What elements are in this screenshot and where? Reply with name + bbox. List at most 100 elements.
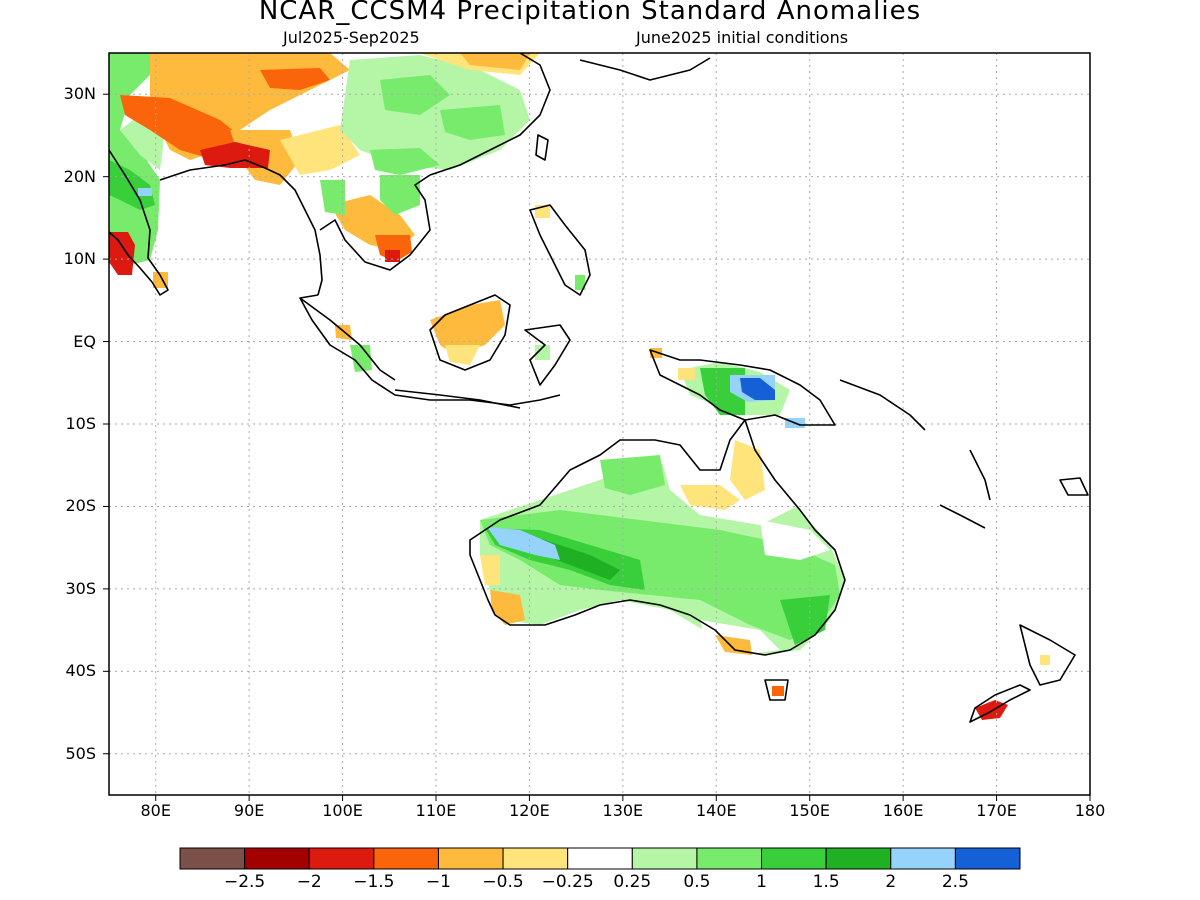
shade-india-wet2 <box>109 160 155 210</box>
colorbar-label: 1 <box>756 872 767 892</box>
coast-tasmania <box>764 679 789 701</box>
lon-tick-label: 140E <box>695 801 737 820</box>
colorbar-label: 2 <box>885 872 897 892</box>
coast-new-guinea <box>649 349 836 426</box>
shade-aus-nw-green <box>600 455 665 495</box>
coast-sumatra <box>299 297 396 381</box>
axis-ticks <box>103 93 1091 801</box>
colorbar-label: −2 <box>296 872 322 892</box>
shade-aus-n-dry <box>680 485 740 510</box>
colorbar-swatch <box>954 847 1021 870</box>
colorbar-label: −1 <box>425 872 451 892</box>
shade-china-wet3 <box>440 105 505 140</box>
shade-nz-dry <box>1040 655 1050 665</box>
shade-tibet-dry2 <box>120 95 245 160</box>
coast-indochina <box>319 174 431 271</box>
coast-new-caledonia <box>939 504 986 529</box>
period-subtitle: Jul2025-Sep2025 <box>283 28 420 47</box>
chart-title: NCAR_CCSM4 Precipitation Standard Anomal… <box>258 0 922 26</box>
shade-cambodia-red <box>375 235 412 262</box>
coast-nz-south <box>969 684 1031 723</box>
coast-japan <box>579 57 711 81</box>
coast-taiwan <box>535 134 549 161</box>
colorbar-swatch <box>890 847 956 870</box>
shade-sw-india-red <box>109 232 135 275</box>
colorbar-label: −1.5 <box>353 872 395 892</box>
shade-sulawesi-green <box>535 345 550 360</box>
lat-tick-label: EQ <box>73 331 96 351</box>
coast-sulawesi <box>524 324 571 386</box>
coast-java <box>394 389 521 409</box>
lon-tick-label: 90E <box>233 801 265 820</box>
coast-fiji <box>1059 477 1089 496</box>
lat-tick-label: 10N <box>63 249 96 269</box>
colorbar-swatch <box>761 847 827 870</box>
coast-bay-of-bengal <box>159 159 323 296</box>
shade-aus-sw-dry <box>490 590 525 625</box>
lat-tick-label: 30N <box>63 84 96 104</box>
colorbar-swatch <box>502 847 569 870</box>
colorbar-swatch <box>179 847 246 870</box>
colorbar-swatch <box>567 847 633 870</box>
shade-cambodia-red2 <box>385 250 400 262</box>
shade-china-dry <box>280 125 360 175</box>
lon-tick-label: 150E <box>789 801 831 820</box>
lon-tick-label: 130E <box>602 801 644 820</box>
shade-aus-s-white <box>700 620 780 655</box>
shade-india-wet <box>109 53 160 265</box>
lat-tick-label: 40S <box>65 661 96 681</box>
colorbar-label: −0.5 <box>482 872 524 892</box>
lon-tick-label: 180 <box>1074 801 1106 820</box>
shade-china-wet2 <box>380 75 450 115</box>
lat-tick-label: 20S <box>65 496 96 516</box>
shade-sumatra-green <box>350 345 372 372</box>
colorbar-swatch <box>631 847 698 870</box>
shade-aus-blue <box>487 527 560 560</box>
coast-australia <box>469 419 846 656</box>
colorbar-swatch <box>437 847 504 870</box>
coast-solomons <box>839 379 926 431</box>
coast-india <box>109 149 169 296</box>
shade-tibet-dry3 <box>260 68 330 90</box>
shade-ne-india-red <box>200 142 270 168</box>
shade-indochina-wet <box>380 175 420 215</box>
shade-china-dry-n2 <box>460 53 530 70</box>
shade-aus-ne-dry <box>730 440 765 500</box>
shade-india-blue <box>138 188 152 196</box>
coast-china <box>429 53 551 176</box>
lon-tick-label: 160E <box>882 801 924 820</box>
lat-tick-label: 20N <box>63 166 96 186</box>
init-subtitle: June2025 initial conditions <box>636 28 849 47</box>
lat-tick-label: 50S <box>65 743 96 763</box>
lat-tick-label: 10S <box>65 414 96 433</box>
coast-malay <box>299 294 561 406</box>
colorbar-swatch <box>825 847 892 870</box>
coast-vanuatu <box>969 449 991 501</box>
anomaly-shading <box>109 53 1050 720</box>
colorbar-swatch <box>244 847 310 870</box>
colorbar-label: 1.5 <box>812 872 840 892</box>
shade-borneo-light <box>445 345 480 365</box>
shade-tas-dry <box>772 686 784 696</box>
shade-ng-blue <box>740 378 775 400</box>
shade-malaya-dry <box>335 325 352 340</box>
shade-thai-wet <box>320 180 345 215</box>
lon-tick-label: 100E <box>322 801 363 820</box>
coast-borneo <box>429 294 511 371</box>
colorbar-swatch <box>373 847 439 870</box>
lon-tick-label: 120E <box>509 801 550 820</box>
colorbar-label: −0.25 <box>541 872 594 892</box>
lon-tick-label: 80E <box>140 801 171 820</box>
shade-aus-sw-light <box>480 555 500 585</box>
colorbar <box>179 847 1021 870</box>
colorbar-label: 0.5 <box>683 872 711 892</box>
shade-ph-green <box>575 275 585 290</box>
shade-ng-dry <box>678 368 695 380</box>
colorbar-label: −2.5 <box>223 872 266 892</box>
coast-philippines <box>529 204 591 296</box>
colorbar-swatch <box>696 847 763 870</box>
shade-aus-e-white <box>760 520 830 560</box>
lat-tick-label: 30S <box>65 578 96 598</box>
colorbar-swatch <box>308 847 375 870</box>
